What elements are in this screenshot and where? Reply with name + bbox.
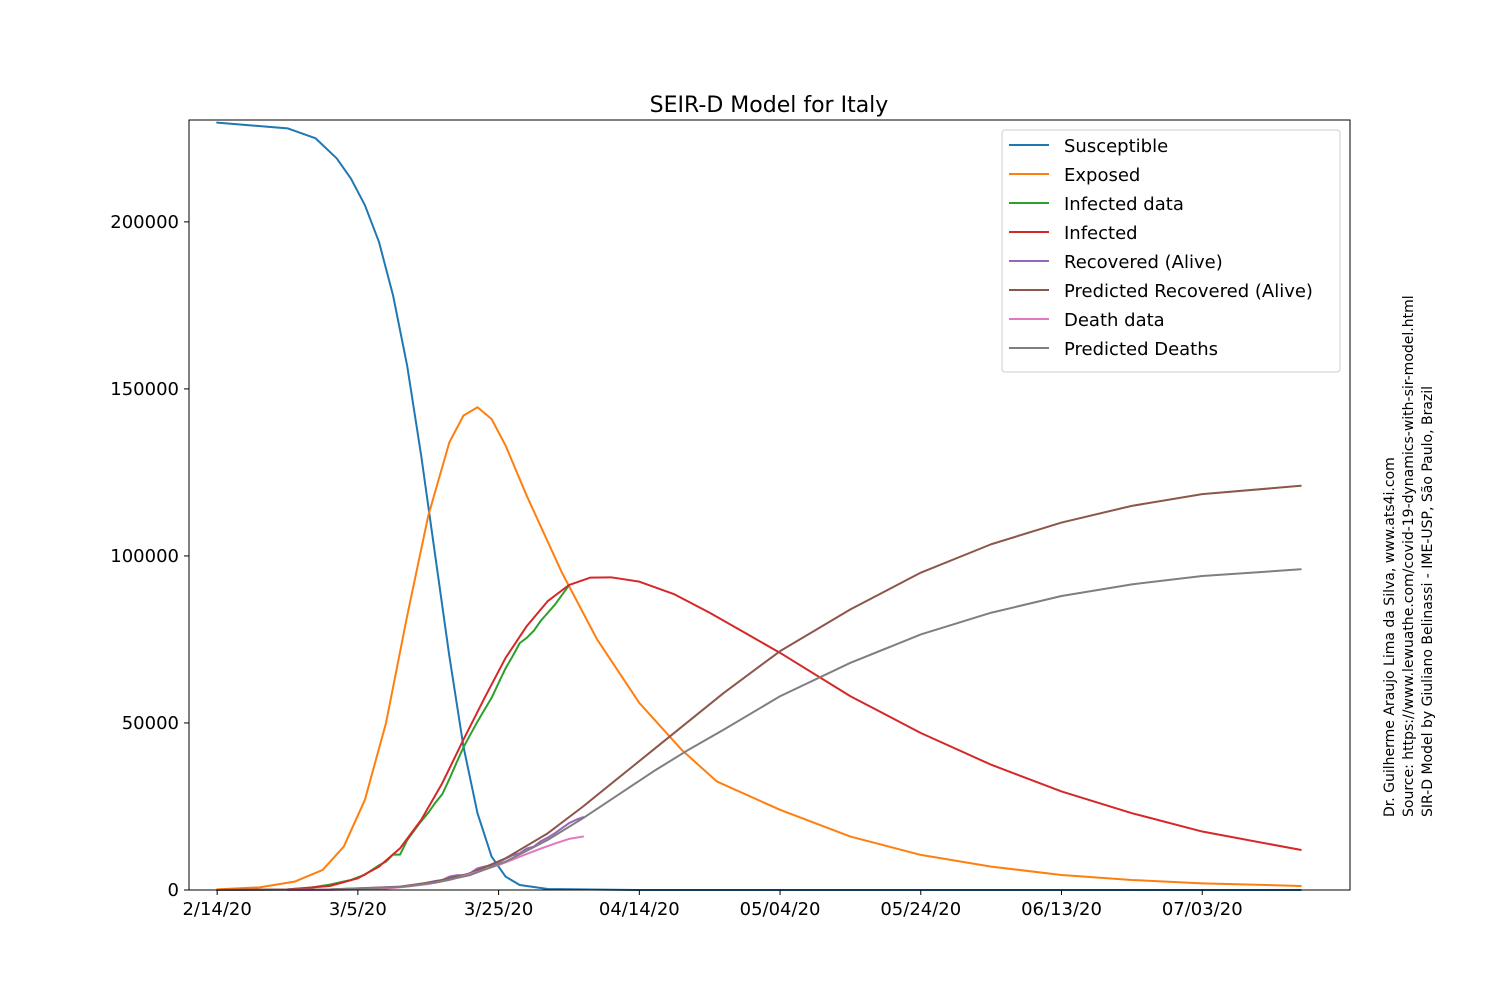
legend: Susceptible Exposed Infected data Infected R…: [1001, 129, 1341, 373]
series-line-predicted-recovered-alive: [216, 484, 1302, 891]
chart-title: SEIR-D Model for Italy: [650, 93, 889, 118]
x-axis: 2/14/20 3/5/20 3/25/20 04/14/20 05/04/20 05/2…: [182, 890, 1243, 920]
legend-label-predicted-recovered-alive: Predicted Recovered (Alive): [1064, 281, 1313, 302]
legend-label-infected-data: Infected data: [1064, 194, 1184, 215]
y-tick-label: 0: [168, 880, 179, 901]
x-tick-label: 05/24/20: [880, 899, 961, 920]
x-tick-label: 04/14/20: [599, 899, 680, 920]
attribution-line-1: Dr. Guilherme Araujo Lima da Silva, www.…: [1382, 457, 1398, 817]
x-tick-label: 2/14/20: [182, 899, 251, 920]
attribution-line-3: SIR-D Model by Giuliano Belinassi - IME-…: [1420, 386, 1436, 817]
y-tick-label: 200000: [110, 212, 179, 233]
x-tick-label: 06/13/20: [1021, 899, 1102, 920]
legend-label-susceptible: Susceptible: [1064, 136, 1168, 157]
x-tick-label: 05/04/20: [740, 899, 821, 920]
x-tick-label: 3/5/20: [329, 899, 387, 920]
attribution: Dr. Guilherme Araujo Lima da Silva, www.…: [1382, 295, 1436, 817]
series-line-predicted-deaths: [216, 568, 1302, 891]
plot-frame: [188, 119, 1351, 891]
series-line-susceptible: [216, 121, 1302, 891]
y-tick-label: 50000: [122, 713, 179, 734]
legend-label-recovered-alive: Recovered (Alive): [1064, 252, 1223, 273]
series-line-exposed: [216, 406, 1302, 891]
y-axis: 0 50000 100000 150000 200000: [110, 212, 189, 901]
y-tick-label: 100000: [110, 546, 179, 567]
attribution-line-2: Source: https://www.lewuathe.com/covid-1…: [1401, 295, 1417, 817]
legend-label-infected: Infected: [1064, 223, 1138, 244]
legend-box: [1001, 129, 1341, 373]
legend-label-exposed: Exposed: [1064, 165, 1140, 186]
legend-label-death-data: Death data: [1064, 310, 1165, 331]
legend-label-predicted-deaths: Predicted Deaths: [1064, 339, 1218, 360]
series-line-infected: [216, 576, 1302, 891]
series-layer: [216, 121, 1302, 891]
y-tick-label: 150000: [110, 379, 179, 400]
x-tick-label: 07/03/20: [1162, 899, 1243, 920]
x-tick-label: 3/25/20: [464, 899, 533, 920]
